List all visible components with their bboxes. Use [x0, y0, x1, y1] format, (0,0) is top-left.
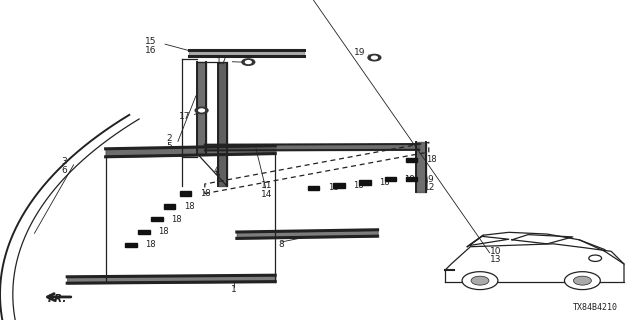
Circle shape: [198, 109, 205, 112]
Bar: [406, 177, 417, 181]
Text: 18: 18: [200, 189, 211, 198]
Bar: [385, 177, 396, 181]
Text: 14: 14: [261, 190, 273, 199]
Text: 17: 17: [216, 57, 227, 66]
Text: 16: 16: [145, 46, 156, 55]
Text: 17: 17: [179, 112, 191, 121]
Text: 4: 4: [214, 166, 220, 175]
Text: 18: 18: [353, 181, 364, 190]
Text: 3: 3: [61, 157, 67, 166]
Text: 18: 18: [404, 175, 415, 184]
Text: TX84B4210: TX84B4210: [573, 303, 618, 312]
Text: 18: 18: [426, 156, 436, 164]
Text: 18: 18: [171, 215, 182, 224]
Circle shape: [368, 54, 381, 61]
Circle shape: [242, 59, 255, 65]
Text: 18: 18: [145, 240, 156, 249]
Text: 18: 18: [158, 228, 169, 236]
Bar: [180, 191, 191, 196]
Text: 15: 15: [145, 37, 156, 46]
Bar: [333, 183, 345, 188]
Bar: [359, 180, 371, 185]
Bar: [308, 186, 319, 190]
Bar: [138, 230, 150, 234]
Bar: [164, 204, 175, 209]
Text: 18: 18: [379, 178, 390, 187]
Circle shape: [471, 276, 489, 285]
Text: 19: 19: [354, 48, 365, 57]
Text: 10: 10: [490, 247, 502, 256]
Circle shape: [564, 272, 600, 290]
Text: 9: 9: [428, 175, 433, 184]
Text: FR.: FR.: [48, 294, 67, 304]
Text: 7: 7: [214, 174, 220, 183]
Text: 18: 18: [184, 202, 195, 211]
Text: 6: 6: [61, 166, 67, 175]
Circle shape: [371, 56, 378, 59]
Circle shape: [589, 255, 602, 261]
Text: 11: 11: [261, 181, 273, 190]
Text: 12: 12: [424, 183, 436, 192]
Bar: [151, 217, 163, 221]
Bar: [125, 243, 137, 247]
Circle shape: [462, 272, 498, 290]
Bar: [406, 158, 417, 162]
Text: 8: 8: [279, 240, 284, 249]
Circle shape: [573, 276, 591, 285]
Circle shape: [246, 60, 252, 63]
Text: 13: 13: [490, 255, 502, 264]
Text: 5: 5: [167, 142, 172, 151]
Text: 2: 2: [167, 134, 172, 143]
Circle shape: [195, 107, 208, 114]
Text: 18: 18: [328, 183, 339, 192]
Text: 1: 1: [231, 285, 236, 294]
